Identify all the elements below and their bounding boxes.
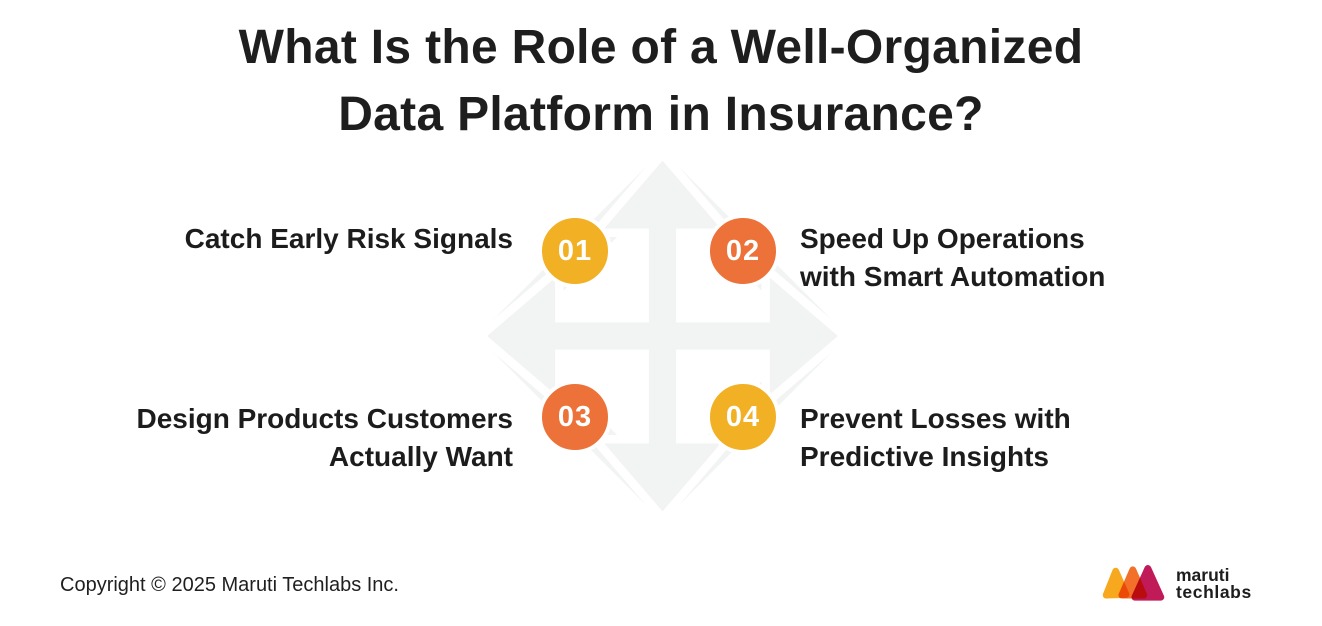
item-4-number-badge: 04: [706, 380, 780, 454]
item-1-number: 01: [557, 234, 593, 267]
item-2-label: Speed Up Operations with Smart Automatio…: [800, 220, 1105, 296]
item-2-label-line: Speed Up Operations: [800, 223, 1085, 254]
page-title-line-1: What Is the Role of a Well-Organized: [238, 21, 1084, 74]
item-2-number-badge: 02: [706, 214, 780, 288]
item-4-label-line: Predictive Insights: [800, 441, 1049, 472]
item-3-label-line: Actually Want: [328, 441, 513, 472]
item-4-label: Prevent Losses with Predictive Insights: [800, 400, 1071, 476]
item-3-label: Design Products Customers Actually Want: [136, 400, 513, 476]
logo-wordmark: maruti techlabs: [1176, 567, 1252, 600]
logo-wordmark-line-1: maruti: [1176, 565, 1230, 585]
maruti-techlabs-logo: maruti techlabs: [1102, 563, 1252, 604]
item-2-number: 02: [725, 234, 761, 267]
item-1-label: Catch Early Risk Signals: [185, 220, 513, 258]
four-direction-arrows-watermark: [475, 148, 850, 524]
item-3-number-badge: 03: [538, 380, 612, 454]
item-4-label-line: Prevent Losses with: [800, 403, 1071, 434]
item-1-number-badge: 01: [538, 214, 612, 288]
item-3-number: 03: [557, 400, 593, 433]
logo-wordmark-line-2: techlabs: [1176, 581, 1252, 602]
item-3-label-line: Design Products Customers: [136, 403, 513, 434]
item-4-number: 04: [725, 400, 761, 433]
page-title-line-2: Data Platform in Insurance?: [338, 88, 984, 141]
item-1-label-line: Catch Early Risk Signals: [184, 223, 513, 254]
item-2-label-line: with Smart Automation: [800, 261, 1106, 292]
maruti-techlabs-logo-mark-icon: [1102, 565, 1165, 601]
copyright-text: Copyright © 2025 Maruti Techlabs Inc.: [60, 574, 399, 596]
page-title: What Is the Role of a Well-Organized Dat…: [0, 14, 1322, 148]
